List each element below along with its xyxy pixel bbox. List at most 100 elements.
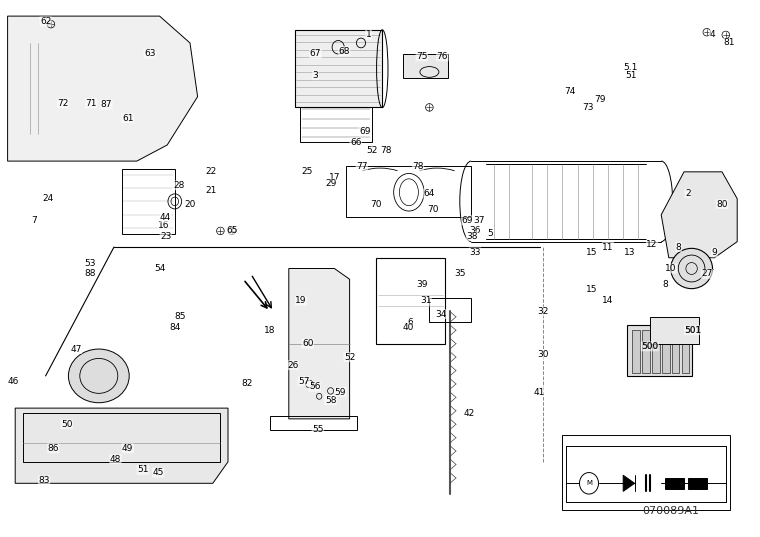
Text: 19: 19 [295, 296, 307, 305]
Text: 8: 8 [676, 243, 682, 251]
Text: 84: 84 [169, 323, 180, 332]
Text: 69: 69 [461, 216, 473, 224]
Text: 76: 76 [436, 52, 448, 61]
Text: 30: 30 [537, 350, 549, 359]
Bar [627, 325, 692, 376]
Polygon shape [623, 475, 635, 491]
Text: 60: 60 [302, 339, 314, 348]
Text: 83: 83 [38, 476, 50, 485]
Text: 82: 82 [242, 380, 252, 388]
Text: 20: 20 [185, 200, 195, 208]
Text: 28: 28 [173, 181, 184, 190]
Text: 22: 22 [206, 168, 217, 176]
Text: 32: 32 [538, 307, 549, 316]
Text: 7: 7 [31, 216, 37, 224]
Text: 6: 6 [407, 318, 413, 326]
Text: 75: 75 [416, 52, 428, 61]
Text: 21: 21 [206, 186, 217, 195]
Text: 17: 17 [328, 173, 340, 182]
Bar [632, 330, 640, 373]
Text: 11: 11 [602, 243, 614, 251]
Bar [23, 413, 220, 462]
Text: 41: 41 [534, 388, 545, 396]
Text: 46: 46 [8, 377, 18, 386]
Text: 66: 66 [350, 138, 362, 147]
Text: 38: 38 [466, 232, 478, 241]
Text: 64: 64 [424, 189, 435, 198]
Text: 500: 500 [642, 342, 657, 351]
Text: 80: 80 [716, 200, 728, 208]
Text: 15: 15 [585, 286, 597, 294]
Text: 52: 52 [367, 146, 378, 155]
Text: 501: 501 [685, 326, 701, 335]
Text: 86: 86 [47, 444, 59, 453]
Text: 37: 37 [473, 216, 485, 224]
Ellipse shape [68, 349, 129, 403]
Bar [122, 169, 175, 234]
Bar [346, 166, 471, 217]
Text: 67: 67 [309, 49, 321, 58]
Text: 39: 39 [416, 280, 428, 289]
Text: 5.1: 5.1 [624, 63, 638, 71]
Text: 70: 70 [427, 205, 439, 214]
Text: 73: 73 [581, 103, 594, 112]
Bar [376, 258, 445, 344]
Text: 69: 69 [359, 127, 371, 136]
Text: 63: 63 [144, 49, 156, 58]
Text: 79: 79 [594, 95, 606, 104]
Text: 68: 68 [338, 47, 350, 55]
Text: 27: 27 [701, 270, 712, 278]
Text: 53: 53 [84, 259, 96, 267]
Bar [672, 330, 679, 373]
Text: 72: 72 [58, 99, 68, 107]
Text: 51: 51 [625, 71, 637, 79]
Text: 58: 58 [325, 396, 337, 404]
Text: 61: 61 [122, 114, 134, 122]
Text: 48: 48 [110, 455, 121, 463]
Text: 3: 3 [312, 71, 318, 79]
Text: 71: 71 [85, 99, 97, 107]
Text: 87: 87 [100, 100, 112, 109]
Text: 59: 59 [334, 388, 347, 396]
Ellipse shape [671, 248, 713, 289]
Text: 78: 78 [412, 162, 424, 171]
Text: 50: 50 [61, 420, 73, 429]
Text: 88: 88 [84, 270, 96, 278]
Text: 36: 36 [469, 227, 481, 235]
Text: 52: 52 [344, 353, 355, 361]
Text: 4: 4 [709, 31, 715, 39]
Text: 5: 5 [487, 229, 493, 238]
Text: 24: 24 [43, 194, 53, 203]
Text: 42: 42 [464, 409, 475, 418]
Text: 70: 70 [370, 200, 382, 208]
Text: 15: 15 [585, 248, 597, 257]
Bar [295, 30, 382, 107]
Bar [429, 298, 471, 322]
Text: 070089A1: 070089A1 [642, 505, 699, 516]
Text: 55: 55 [312, 425, 324, 434]
Bar [562, 435, 730, 510]
Text: 25: 25 [302, 168, 312, 176]
Text: 74: 74 [565, 87, 575, 96]
Text: 500: 500 [641, 342, 658, 351]
Bar [650, 317, 699, 344]
Text: 57: 57 [298, 377, 310, 386]
Text: 49: 49 [122, 444, 133, 453]
Text: 77: 77 [356, 162, 368, 171]
Text: 62: 62 [40, 17, 51, 26]
Text: 81: 81 [724, 39, 736, 47]
Text: 9: 9 [711, 248, 717, 257]
Bar [688, 478, 707, 489]
Polygon shape [661, 172, 737, 258]
Text: 56: 56 [309, 382, 321, 391]
Polygon shape [289, 268, 350, 419]
Bar [300, 67, 372, 142]
Text: 10: 10 [665, 264, 677, 273]
Bar [642, 330, 650, 373]
Text: 44: 44 [160, 213, 171, 222]
Text: 85: 85 [174, 313, 186, 321]
Text: 12: 12 [647, 240, 657, 249]
Bar [403, 54, 448, 78]
Bar [662, 330, 670, 373]
Text: 34: 34 [435, 310, 446, 318]
